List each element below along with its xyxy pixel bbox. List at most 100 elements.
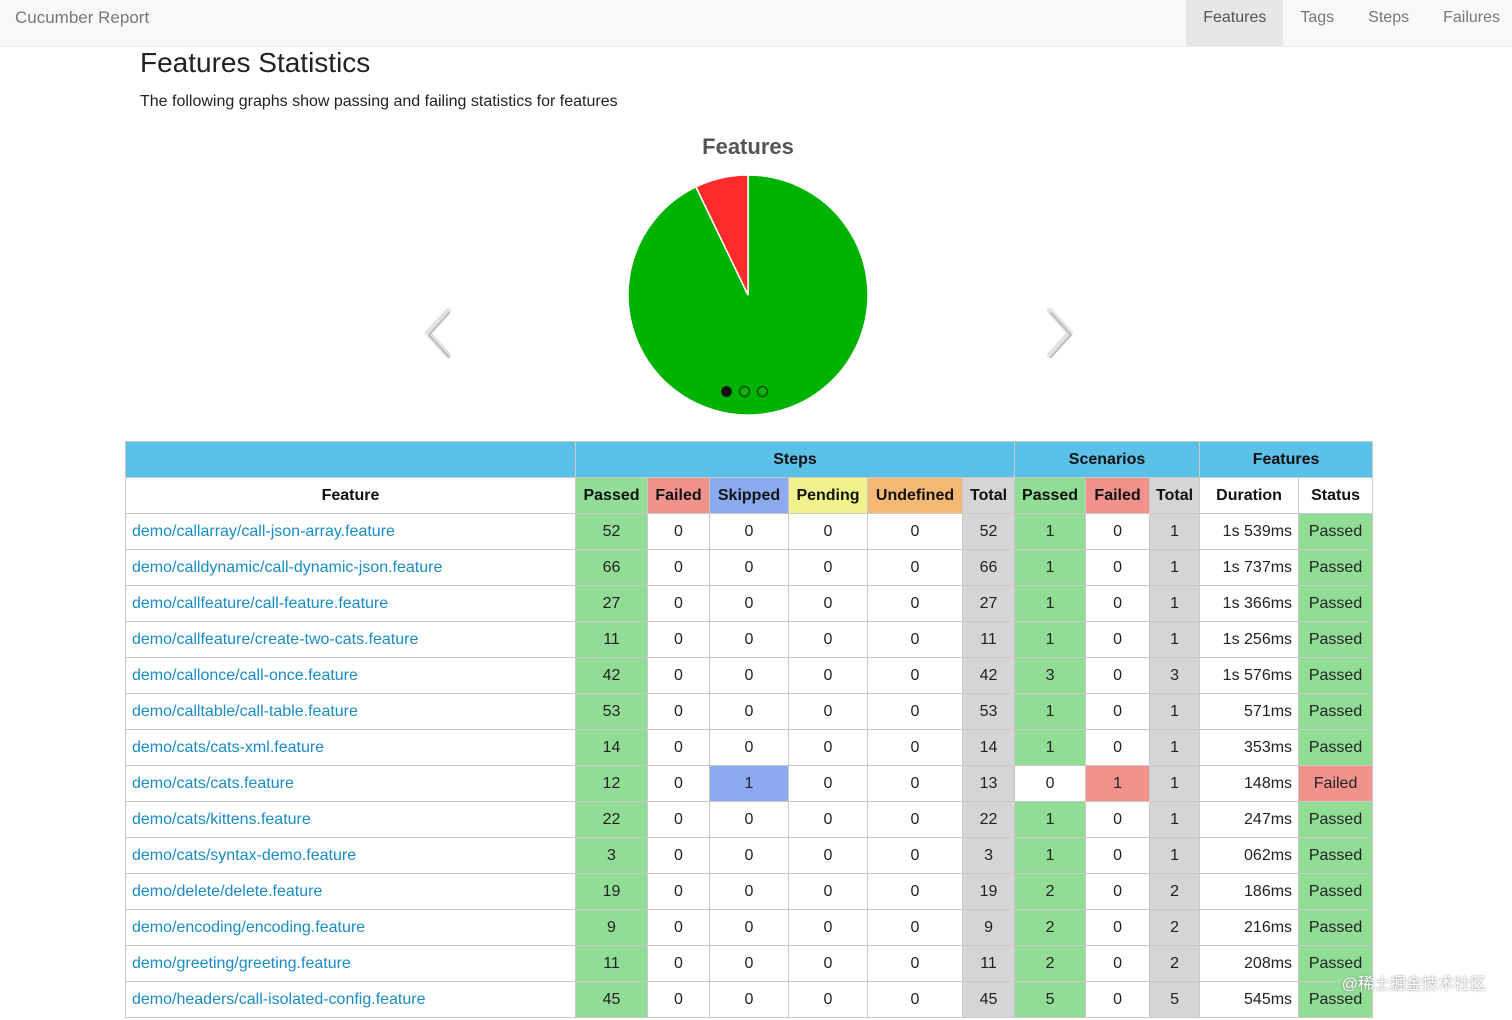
cell-steps-failed: 0 <box>647 585 710 622</box>
nav-item-tags[interactable]: Tags <box>1300 9 1335 26</box>
feature-link[interactable]: demo/calltable/call-table.feature <box>132 702 358 720</box>
cell-scenarios-failed: 0 <box>1085 621 1151 658</box>
group-header-steps: Steps <box>574 441 1016 478</box>
feature-link[interactable]: demo/callonce/call-once.feature <box>132 666 358 684</box>
cell-steps-pending: 0 <box>788 765 868 802</box>
cell-steps-failed: 0 <box>647 945 710 982</box>
carousel-indicators <box>721 386 768 397</box>
group-header-blank <box>125 441 576 478</box>
carousel-next-arrow-icon[interactable] <box>1040 305 1080 361</box>
feature-link[interactable]: demo/cats/cats-xml.feature <box>132 738 325 756</box>
cell-scenarios-total: 1 <box>1149 801 1201 838</box>
cell-steps-total: 13 <box>961 765 1016 802</box>
cell-steps-total: 52 <box>961 513 1016 550</box>
feature-link[interactable]: demo/calldynamic/call-dynamic-json.featu… <box>132 558 443 576</box>
carousel-dot-icon[interactable] <box>739 386 750 397</box>
cell-scenarios-failed: 0 <box>1085 549 1151 586</box>
carousel-dot-icon[interactable] <box>757 386 768 397</box>
page-title: Features Statistics <box>140 47 371 78</box>
feature-link[interactable]: demo/cats/cats.feature <box>132 774 294 792</box>
cell-steps-total: 53 <box>961 693 1016 730</box>
table-row: demo/delete/delete.feature 19 0 0 0 0 19 2 0 2 186… <box>125 873 1374 910</box>
cell-steps-pending: 0 <box>788 945 868 982</box>
cell-steps-pending: 0 <box>788 513 868 550</box>
watermark: @稀土掘金技术社区 <box>1341 976 1486 993</box>
cell-status: Passed <box>1298 729 1374 766</box>
col-header-scenarios-failed[interactable]: Failed <box>1085 477 1151 514</box>
cell-scenarios-passed: 5 <box>1014 981 1087 1018</box>
col-header-scenarios-total[interactable]: Total <box>1149 477 1201 514</box>
feature-link[interactable]: demo/headers/call-isolated-config.featur… <box>132 990 426 1008</box>
col-header-steps-pending[interactable]: Pending <box>788 477 868 514</box>
cell-steps-pending: 0 <box>788 729 868 766</box>
feature-link[interactable]: demo/encoding/encoding.feature <box>132 918 366 936</box>
feature-link[interactable]: demo/callfeature/create-two-cats.feature <box>132 630 419 648</box>
cell-scenarios-passed: 1 <box>1014 621 1087 658</box>
cell-steps-passed: 19 <box>575 873 648 910</box>
cell-steps-undefined: 0 <box>867 621 963 658</box>
col-header-steps-undefined[interactable]: Undefined <box>867 477 963 514</box>
nav-item-steps[interactable]: Steps <box>1368 9 1410 26</box>
feature-link[interactable]: demo/greeting/greeting.feature <box>132 954 351 972</box>
cell-steps-total: 14 <box>961 729 1016 766</box>
cell-steps-failed: 0 <box>647 621 710 658</box>
cell-steps-failed: 0 <box>647 981 710 1018</box>
pie-slice-passed[interactable] <box>627 174 869 416</box>
cell-scenarios-total: 1 <box>1149 729 1201 766</box>
cell-steps-total: 45 <box>961 981 1016 1018</box>
features-pie-chart <box>627 174 869 416</box>
cell-scenarios-failed: 0 <box>1085 837 1151 874</box>
cell-feature: demo/callfeature/call-feature.feature <box>125 585 576 622</box>
table-row: demo/callonce/call-once.feature 42 0 0 0 0 42 3… <box>125 657 1374 694</box>
col-header-scenarios-passed[interactable]: Passed <box>1014 477 1087 514</box>
feature-link[interactable]: demo/callfeature/call-feature.feature <box>132 594 389 612</box>
cell-steps-total: 19 <box>961 873 1016 910</box>
cell-scenarios-passed: 3 <box>1014 657 1087 694</box>
cell-steps-pending: 0 <box>788 657 868 694</box>
cell-scenarios-failed: 0 <box>1085 657 1151 694</box>
cell-status: Passed <box>1298 621 1374 658</box>
brand-title[interactable]: Cucumber Report <box>15 8 150 27</box>
cell-scenarios-failed: 1 <box>1085 765 1151 802</box>
carousel-prev-arrow-icon[interactable] <box>420 305 460 361</box>
nav-item-features[interactable]: Features <box>1186 0 1284 46</box>
feature-link[interactable]: demo/cats/kittens.feature <box>132 810 311 828</box>
cell-scenarios-total: 1 <box>1149 765 1201 802</box>
cell-scenarios-total: 5 <box>1149 981 1201 1018</box>
cell-scenarios-total: 1 <box>1149 693 1201 730</box>
cell-steps-skipped: 0 <box>709 657 789 694</box>
cell-steps-undefined: 0 <box>867 693 963 730</box>
cell-duration: 216ms <box>1199 909 1300 946</box>
carousel-dot-icon[interactable] <box>721 386 732 397</box>
cell-feature: demo/delete/delete.feature <box>125 873 576 910</box>
feature-link[interactable]: demo/cats/syntax-demo.feature <box>132 846 357 864</box>
cell-steps-undefined: 0 <box>867 837 963 874</box>
cell-scenarios-failed: 0 <box>1085 981 1151 1018</box>
col-header-status[interactable]: Status <box>1298 477 1374 514</box>
cell-scenarios-failed: 0 <box>1085 729 1151 766</box>
col-header-steps-passed[interactable]: Passed <box>575 477 648 514</box>
cell-steps-failed: 0 <box>647 513 710 550</box>
col-header-steps-failed[interactable]: Failed <box>647 477 710 514</box>
col-header-steps-total[interactable]: Total <box>961 477 1016 514</box>
page-subtitle: The following graphs show passing and fa… <box>140 93 618 110</box>
cell-steps-total: 9 <box>961 909 1016 946</box>
feature-link[interactable]: demo/callarray/call-json-array.feature <box>132 522 395 540</box>
cell-status: Passed <box>1298 513 1374 550</box>
cell-steps-pending: 0 <box>788 549 868 586</box>
pie-slice-failed[interactable] <box>694 174 749 296</box>
group-header-features: Features <box>1199 441 1374 478</box>
cell-feature: demo/cats/cats.feature <box>125 765 576 802</box>
table-row: demo/calltable/call-table.feature 53 0 0 0 0 5… <box>125 693 1374 730</box>
cell-status: Passed <box>1298 873 1374 910</box>
feature-link[interactable]: demo/delete/delete.feature <box>132 882 323 900</box>
table-row: demo/cats/syntax-demo.feature 3 0 0 0 0 3 1 0 1 06… <box>125 837 1374 874</box>
nav-item-failures[interactable]: Failures <box>1443 9 1500 26</box>
col-header-duration[interactable]: Duration <box>1199 477 1300 514</box>
cell-status: Passed <box>1298 945 1374 982</box>
col-header-steps-skipped[interactable]: Skipped <box>709 477 789 514</box>
col-header-feature[interactable]: Feature <box>125 477 576 514</box>
cell-steps-passed: 14 <box>575 729 648 766</box>
cell-status: Passed <box>1298 801 1374 838</box>
cell-scenarios-total: 2 <box>1149 873 1201 910</box>
